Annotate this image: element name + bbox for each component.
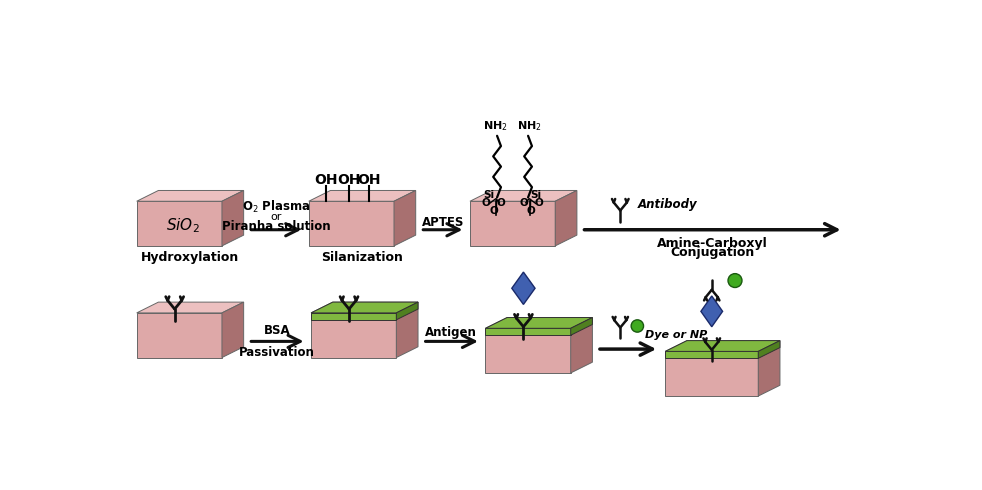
Polygon shape bbox=[397, 302, 418, 358]
Polygon shape bbox=[136, 191, 244, 201]
Text: Antibody: Antibody bbox=[637, 198, 697, 211]
Polygon shape bbox=[485, 318, 592, 328]
Text: O: O bbox=[519, 198, 528, 208]
Text: O$_2$ Plasma: O$_2$ Plasma bbox=[242, 198, 310, 215]
Polygon shape bbox=[758, 341, 780, 396]
Polygon shape bbox=[308, 201, 394, 246]
Polygon shape bbox=[665, 351, 758, 358]
Text: O: O bbox=[497, 198, 506, 208]
Polygon shape bbox=[311, 302, 418, 313]
Polygon shape bbox=[665, 341, 780, 351]
Text: or: or bbox=[270, 213, 282, 222]
Text: Dye or NP: Dye or NP bbox=[645, 330, 707, 340]
Text: Si: Si bbox=[530, 190, 541, 200]
Text: BSA: BSA bbox=[263, 324, 291, 337]
Polygon shape bbox=[222, 302, 244, 358]
Polygon shape bbox=[136, 201, 222, 246]
Polygon shape bbox=[394, 191, 415, 246]
Text: Silanization: Silanization bbox=[321, 251, 404, 264]
Polygon shape bbox=[470, 201, 555, 246]
Polygon shape bbox=[571, 318, 592, 335]
Polygon shape bbox=[311, 313, 397, 320]
Polygon shape bbox=[222, 191, 244, 246]
Text: Hydroxylation: Hydroxylation bbox=[141, 251, 240, 264]
Polygon shape bbox=[665, 351, 758, 396]
Text: OH: OH bbox=[357, 173, 381, 188]
Polygon shape bbox=[311, 313, 397, 358]
Polygon shape bbox=[665, 341, 780, 351]
Text: Amine-Carboxyl: Amine-Carboxyl bbox=[657, 237, 768, 250]
Text: NH$_2$: NH$_2$ bbox=[518, 120, 542, 133]
Circle shape bbox=[631, 320, 643, 332]
Text: O: O bbox=[526, 206, 535, 216]
Polygon shape bbox=[571, 318, 592, 373]
Text: O: O bbox=[490, 206, 498, 216]
Polygon shape bbox=[512, 272, 535, 304]
Polygon shape bbox=[397, 302, 418, 320]
Text: SiO$_2$: SiO$_2$ bbox=[166, 217, 199, 235]
Text: Passivation: Passivation bbox=[239, 345, 315, 359]
Polygon shape bbox=[470, 191, 576, 201]
Text: O: O bbox=[482, 198, 491, 208]
Text: OH: OH bbox=[337, 173, 360, 188]
Polygon shape bbox=[485, 328, 571, 373]
Circle shape bbox=[728, 273, 742, 288]
Polygon shape bbox=[701, 296, 723, 327]
Text: Piranha solution: Piranha solution bbox=[222, 220, 331, 233]
Polygon shape bbox=[311, 302, 418, 313]
Polygon shape bbox=[485, 318, 592, 328]
Polygon shape bbox=[136, 313, 222, 358]
Text: NH$_2$: NH$_2$ bbox=[483, 120, 508, 133]
Polygon shape bbox=[555, 191, 576, 246]
Polygon shape bbox=[136, 302, 244, 313]
Text: Antigen: Antigen bbox=[425, 326, 477, 339]
Text: O: O bbox=[534, 198, 543, 208]
Text: APTES: APTES bbox=[421, 216, 464, 228]
Text: Si: Si bbox=[483, 190, 495, 200]
Polygon shape bbox=[308, 191, 415, 201]
Text: Conjugation: Conjugation bbox=[671, 246, 754, 259]
Text: OH: OH bbox=[314, 173, 338, 188]
Polygon shape bbox=[758, 341, 780, 358]
Polygon shape bbox=[485, 328, 571, 335]
